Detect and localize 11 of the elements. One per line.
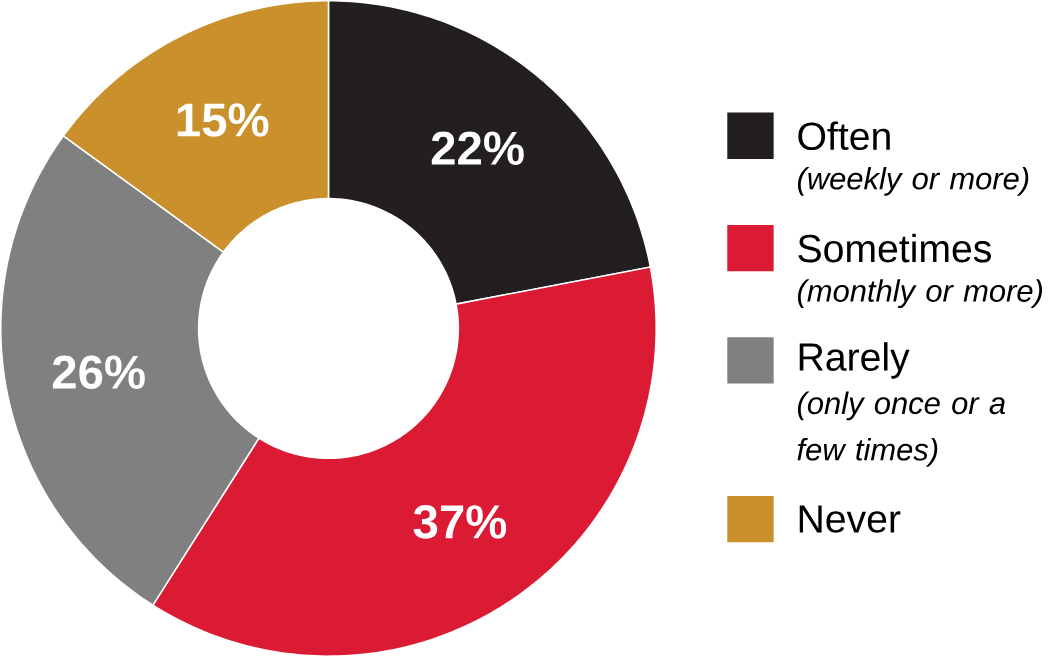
data-label: 22% [431,131,524,165]
legend-label: Sometimes [798,233,991,263]
text: (only once or a few times) [797,391,1006,467]
data-label: 26% [52,355,145,390]
data-label: 37% [413,505,507,539]
legend-label: Rarely [799,342,910,379]
legend-label: Never [799,505,901,533]
data-label: 15% [177,103,269,137]
text: (weekly or more) [797,166,1029,196]
legend-label: Often [798,121,890,151]
text: (monthly or more) [797,279,1043,309]
